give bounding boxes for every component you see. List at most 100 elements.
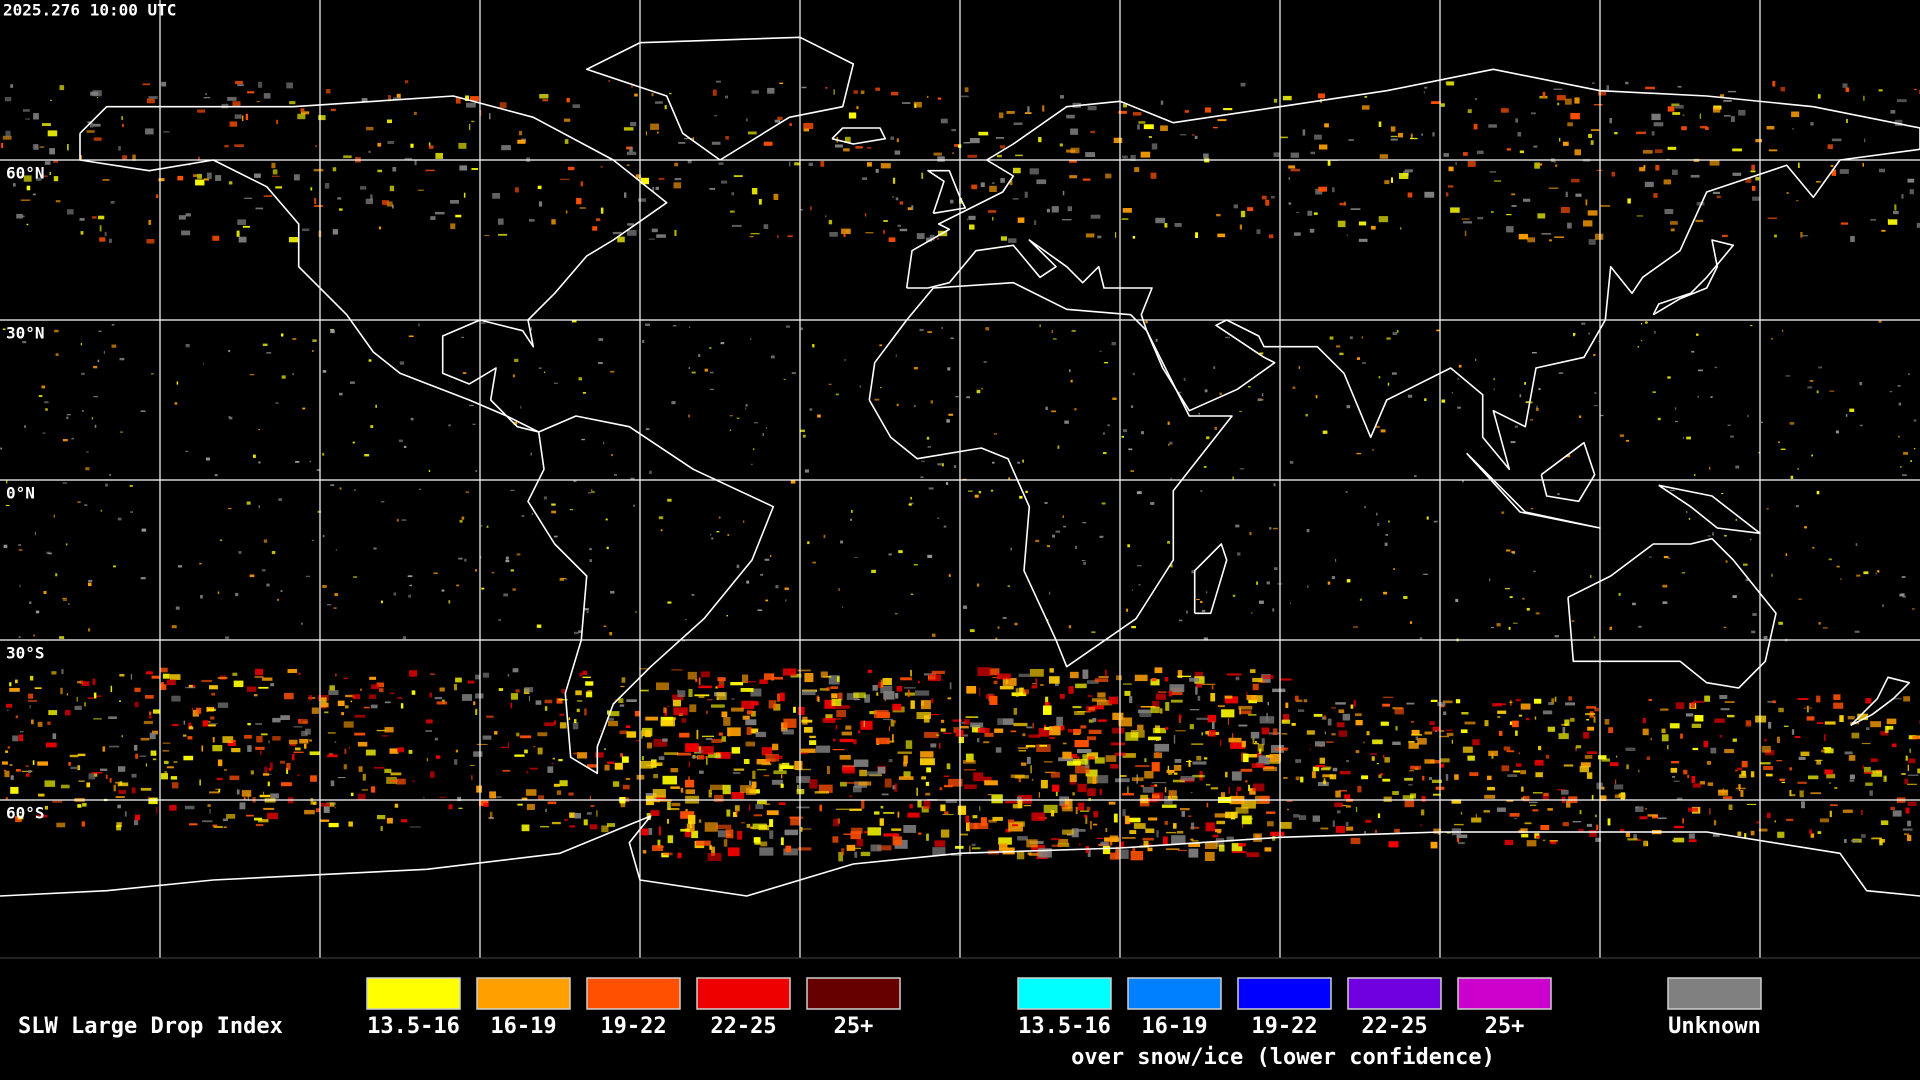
cloud-pixel bbox=[1431, 101, 1441, 104]
cloud-pixel bbox=[353, 576, 358, 578]
cloud-pixel bbox=[1307, 585, 1309, 588]
cloud-pixel bbox=[389, 185, 395, 192]
cloud-pixel bbox=[1372, 449, 1374, 451]
cloud-pixel bbox=[1737, 831, 1742, 836]
cloud-pixel bbox=[746, 580, 750, 584]
cloud-pixel bbox=[1392, 332, 1398, 335]
latitude-label: 0°N bbox=[6, 484, 35, 503]
cloud-pixel bbox=[1723, 796, 1733, 800]
cloud-pixel bbox=[972, 847, 981, 850]
cloud-pixel bbox=[1642, 728, 1649, 736]
cloud-pixel bbox=[178, 565, 183, 568]
cloud-pixel bbox=[1289, 602, 1292, 604]
cloud-pixel bbox=[940, 728, 946, 732]
cloud-pixel bbox=[1121, 837, 1136, 839]
cloud-pixel bbox=[1408, 741, 1415, 743]
cloud-pixel bbox=[118, 146, 121, 151]
cloud-pixel bbox=[1346, 760, 1349, 763]
cloud-pixel bbox=[973, 772, 984, 782]
cloud-pixel bbox=[844, 136, 851, 143]
cloud-pixel bbox=[1902, 828, 1913, 831]
cloud-pixel bbox=[1633, 834, 1637, 840]
cloud-pixel bbox=[1247, 207, 1254, 212]
cloud-pixel bbox=[305, 728, 311, 735]
cloud-pixel bbox=[18, 544, 21, 546]
cloud-pixel bbox=[206, 457, 210, 461]
cloud-pixel bbox=[1688, 833, 1695, 839]
cloud-pixel bbox=[1220, 739, 1222, 746]
cloud-pixel bbox=[35, 610, 40, 614]
cloud-pixel bbox=[872, 684, 878, 691]
cloud-pixel bbox=[1166, 769, 1175, 773]
cloud-pixel bbox=[750, 463, 753, 466]
cloud-pixel bbox=[43, 591, 47, 594]
cloud-pixel bbox=[505, 559, 510, 563]
cloud-pixel bbox=[1085, 233, 1095, 238]
cloud-pixel bbox=[1662, 584, 1668, 588]
cloud-pixel bbox=[998, 112, 1004, 119]
cloud-pixel bbox=[183, 755, 194, 761]
cloud-pixel bbox=[1265, 760, 1281, 764]
cloud-pixel bbox=[1152, 727, 1166, 734]
cloud-pixel bbox=[61, 784, 70, 789]
cloud-pixel bbox=[469, 764, 475, 766]
cloud-pixel bbox=[119, 781, 123, 785]
cloud-pixel bbox=[753, 814, 763, 817]
cloud-pixel bbox=[640, 760, 654, 769]
cloud-pixel bbox=[54, 329, 59, 333]
cloud-pixel bbox=[1052, 784, 1060, 792]
cloud-pixel bbox=[937, 517, 940, 519]
cloud-pixel bbox=[1090, 821, 1092, 830]
cloud-pixel bbox=[1104, 669, 1107, 677]
cloud-pixel bbox=[667, 801, 671, 810]
cloud-pixel bbox=[457, 796, 461, 802]
cloud-pixel bbox=[1532, 809, 1539, 812]
cloud-pixel bbox=[1763, 765, 1773, 771]
cloud-pixel bbox=[1879, 839, 1885, 843]
cloud-pixel bbox=[1408, 784, 1413, 786]
cloud-pixel bbox=[1138, 584, 1141, 586]
cloud-pixel bbox=[1907, 820, 1912, 827]
cloud-pixel bbox=[37, 721, 43, 727]
cloud-pixel bbox=[1062, 515, 1064, 518]
cloud-pixel bbox=[1068, 686, 1074, 694]
cloud-pixel bbox=[236, 230, 240, 237]
cloud-pixel bbox=[33, 113, 39, 120]
cloud-pixel bbox=[1445, 192, 1449, 197]
cloud-pixel bbox=[914, 103, 917, 109]
cloud-pixel bbox=[997, 626, 1000, 629]
cloud-pixel bbox=[540, 826, 550, 828]
cloud-pixel bbox=[1475, 813, 1477, 818]
cloud-pixel bbox=[746, 823, 751, 828]
cloud-pixel bbox=[242, 115, 244, 121]
cloud-pixel bbox=[1332, 820, 1335, 827]
cloud-pixel bbox=[237, 84, 244, 87]
cloud-pixel bbox=[1135, 765, 1150, 768]
cloud-pixel bbox=[1856, 574, 1861, 577]
cloud-pixel bbox=[1318, 186, 1327, 192]
cloud-pixel bbox=[1654, 330, 1656, 334]
cloud-pixel bbox=[269, 762, 273, 770]
cloud-pixel bbox=[1246, 695, 1257, 701]
cloud-pixel bbox=[1460, 729, 1468, 733]
cloud-pixel bbox=[86, 130, 95, 133]
cloud-pixel bbox=[860, 851, 871, 857]
cloud-pixel bbox=[458, 557, 463, 560]
cloud-pixel bbox=[1258, 755, 1270, 765]
cloud-pixel bbox=[689, 704, 697, 713]
cloud-pixel bbox=[894, 150, 901, 155]
cloud-pixel bbox=[691, 756, 698, 758]
cloud-pixel bbox=[1836, 565, 1840, 568]
cloud-pixel bbox=[1916, 222, 1920, 228]
cloud-pixel bbox=[1150, 502, 1155, 505]
cloud-pixel bbox=[853, 739, 857, 745]
cloud-pixel bbox=[254, 676, 264, 678]
cloud-pixel bbox=[370, 425, 374, 428]
cloud-pixel bbox=[1232, 594, 1236, 597]
coastline bbox=[1540, 441, 1596, 503]
cloud-pixel bbox=[160, 773, 168, 780]
cloud-pixel bbox=[188, 722, 192, 730]
cloud-pixel bbox=[1637, 346, 1640, 348]
cloud-pixel bbox=[3, 769, 6, 772]
latitude-labels: 60°N30°N0°N30°S60°S bbox=[6, 164, 45, 823]
